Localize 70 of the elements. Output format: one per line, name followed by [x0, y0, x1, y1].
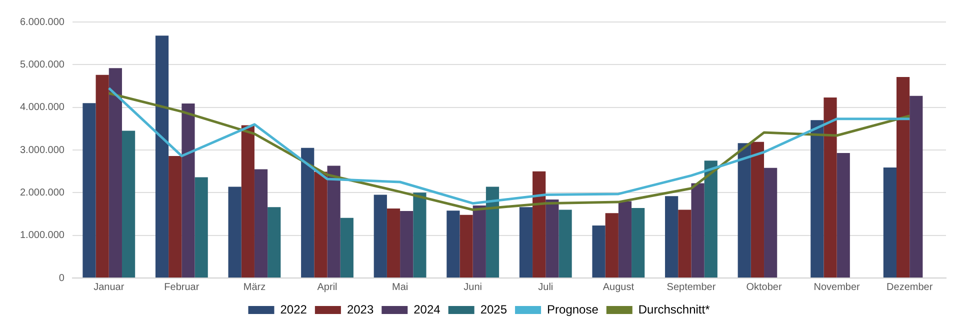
- y-tick-label: 4.000.000: [20, 102, 65, 114]
- bar: [704, 160, 718, 278]
- bar: [314, 172, 328, 278]
- bar: [605, 213, 618, 278]
- bar: [96, 74, 109, 278]
- bar: [268, 207, 281, 278]
- bar: [592, 226, 606, 278]
- bar: [374, 194, 387, 278]
- bar: [472, 205, 486, 278]
- x-tick-label: August: [602, 282, 634, 293]
- x-tick-label: April: [317, 282, 338, 293]
- bar: [194, 177, 208, 278]
- legend-label: 2024: [414, 302, 441, 316]
- bar: [519, 207, 533, 278]
- y-tick-label: 3.000.000: [20, 144, 65, 156]
- bar: [632, 208, 645, 278]
- bar: [836, 152, 850, 278]
- bar: [400, 211, 414, 278]
- x-tick-label: Juli: [538, 282, 554, 293]
- x-tick-label: November: [814, 282, 861, 293]
- bar: [413, 192, 426, 278]
- bar: [82, 103, 96, 278]
- x-tick-label: Mai: [392, 282, 408, 293]
- x-tick-label: März: [243, 282, 266, 293]
- bar: [486, 186, 500, 278]
- bar: [108, 68, 122, 278]
- x-tick-label: Januar: [94, 282, 125, 293]
- bar: [824, 98, 837, 278]
- bar: [446, 210, 460, 278]
- bar: [168, 156, 182, 278]
- bar: [691, 183, 704, 278]
- bar: [750, 142, 764, 278]
- bar: [301, 148, 314, 278]
- y-tick-label: 0: [58, 272, 65, 284]
- legend-label: Durchschnitt*: [638, 302, 710, 316]
- bar: [327, 166, 340, 278]
- bar: [182, 103, 195, 278]
- bar: [340, 218, 354, 278]
- x-tick-label: September: [666, 282, 716, 293]
- bar: [546, 199, 559, 278]
- x-tick-label: Juni: [464, 282, 482, 293]
- legend-label: 2025: [480, 302, 508, 316]
- x-tick-label: Februar: [164, 282, 200, 293]
- legend-label: 2022: [280, 302, 308, 316]
- y-tick-label: 1.000.000: [20, 230, 65, 242]
- y-tick-label: 2.000.000: [20, 187, 65, 198]
- bar: [896, 77, 910, 278]
- legend-label: 2023: [346, 302, 374, 316]
- bar: [386, 208, 400, 278]
- bar: [910, 96, 923, 278]
- bar: [122, 130, 136, 278]
- bar: [665, 196, 678, 278]
- x-tick-label: Dezember: [886, 282, 934, 293]
- bar: [764, 168, 778, 278]
- bar: [155, 36, 169, 278]
- bar: [254, 169, 268, 278]
- bar: [678, 210, 692, 278]
- x-tick-label: Oktober: [746, 282, 782, 293]
- y-tick-label: 6.000.000: [20, 16, 65, 28]
- bar: [460, 214, 473, 278]
- bar: [241, 125, 254, 278]
- bar: [532, 171, 546, 278]
- bar: [558, 210, 572, 278]
- bar: [883, 167, 896, 278]
- bar: [228, 186, 242, 278]
- y-tick-label: 5.000.000: [20, 59, 65, 70]
- bar: [810, 120, 824, 278]
- bar: [738, 143, 751, 278]
- bar: [618, 201, 632, 278]
- legend-label: Prognose: [547, 302, 599, 316]
